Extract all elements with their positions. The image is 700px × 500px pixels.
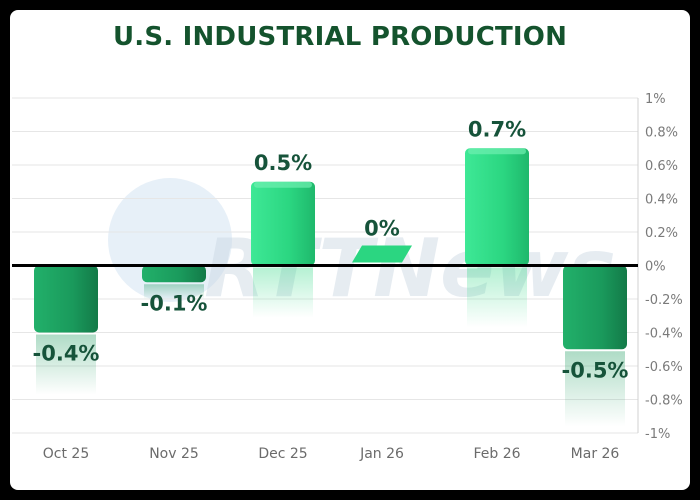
bar [563,265,627,350]
bar-reflection [144,284,204,300]
x-tick-label: Jan 26 [359,446,404,462]
y-tick-label: -0.2% [645,293,683,308]
x-tick-label: Dec 25 [258,446,307,462]
data-label: -0.5% [562,358,629,382]
y-tick-label: -0.6% [645,360,683,375]
y-tick-label: 0% [645,260,666,275]
data-label: 0.7% [468,117,526,141]
data-label: 0.5% [254,151,312,175]
y-tick-label: 0.8% [645,126,678,141]
y-tick-label: -1% [645,427,670,442]
bar-group [251,181,315,318]
y-tick-label: 0.4% [645,193,678,208]
bar-group [563,265,627,427]
x-tick-label: Feb 26 [473,446,520,462]
bar-group [34,265,98,395]
y-tick-label: -0.8% [645,394,683,409]
bar-reflection [36,334,96,395]
y-tick-label: 0.2% [645,226,678,241]
x-tick-label: Oct 25 [43,446,89,462]
bar [142,265,206,283]
bar-cap [254,181,312,188]
bar-cap [468,148,526,155]
bar [352,245,412,263]
y-tick-label: -0.4% [645,327,683,342]
data-label: -0.4% [33,342,100,366]
bar [251,181,315,266]
bar [34,265,98,333]
bar [465,148,529,266]
bar-reflection [565,351,625,427]
data-label: 0% [364,217,400,241]
chart-title: U.S. INDUSTRIAL PRODUCTION [112,22,568,52]
bar-reflection [253,267,313,318]
bar-group [352,245,412,263]
labels: Oct 25 Nov 25 Dec 25 Jan 26 Feb 26 Mar 26 -0.4… [33,117,629,462]
data-label: -0.1% [141,291,208,315]
x-tick-label: Nov 25 [149,446,199,462]
bar-group [142,265,206,300]
x-tick-label: Mar 26 [571,446,620,462]
y-tick-label: 0.6% [645,159,678,174]
y-tick-label: 1% [645,92,666,107]
bar-reflection [467,267,527,328]
bar-group [465,148,529,328]
bars [34,148,627,427]
